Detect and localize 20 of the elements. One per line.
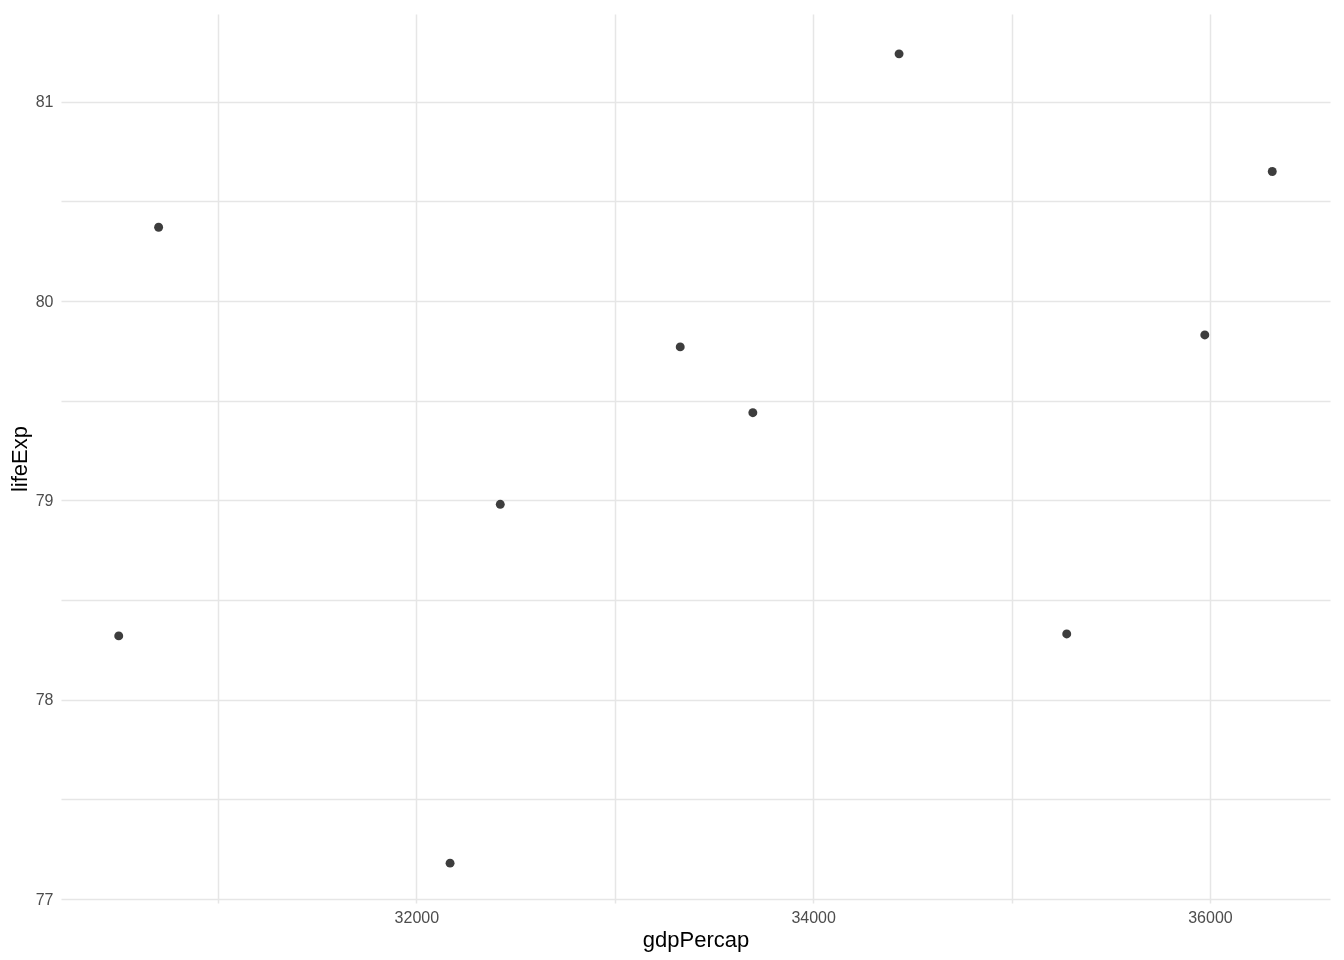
y-tick-label: 79 <box>35 491 54 509</box>
x-axis-title: gdpPercap <box>642 926 750 952</box>
y-tick-label: 81 <box>35 93 54 111</box>
y-tick-label: 77 <box>35 890 54 908</box>
x-tick-label: 32000 <box>394 908 440 926</box>
y-axis-title: lifeExp <box>6 425 32 493</box>
y-tick-label: 80 <box>35 292 54 310</box>
point <box>748 408 758 418</box>
point <box>154 222 164 232</box>
point <box>1062 629 1072 639</box>
point <box>1267 167 1277 176</box>
x-tick-label: 34000 <box>791 908 836 926</box>
point <box>445 858 455 868</box>
point <box>675 342 685 352</box>
point <box>894 49 904 59</box>
point <box>114 631 124 641</box>
point <box>495 499 505 509</box>
y-tick-label: 78 <box>35 691 54 709</box>
point <box>1200 330 1210 340</box>
x-tick-label: 36000 <box>1188 908 1233 926</box>
